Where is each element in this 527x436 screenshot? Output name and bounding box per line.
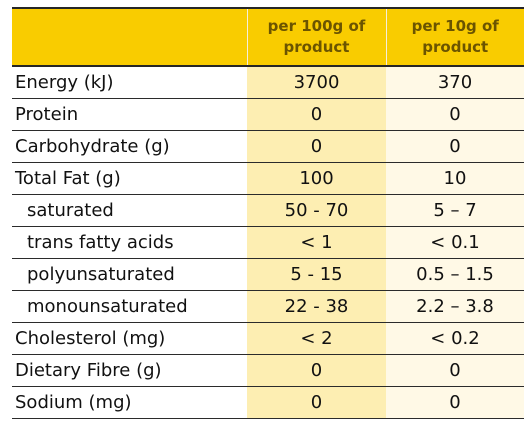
table-row: Energy (kJ) 3700 370 [12,66,524,99]
value-per-100g: 0 [247,98,386,131]
nutrient-label: polyunsaturated [12,258,247,291]
value-per-10g: 5 – 7 [386,194,524,227]
value-per-10g: < 0.2 [386,322,524,355]
table-row: Total Fat (g) 100 10 [12,162,524,195]
value-per-100g: < 2 [247,322,386,355]
header-nutrient-column [12,7,248,67]
value-per-10g: 0.5 – 1.5 [386,258,524,291]
value-per-100g: 0 [247,386,386,419]
table-row: Dietary Fibre (g) 0 0 [12,354,524,387]
table-row: polyunsaturated 5 - 15 0.5 – 1.5 [12,258,524,291]
header-per-10g: per 10g of product [386,7,524,67]
nutrient-label: Protein [12,98,247,131]
nutrient-label: Cholesterol (mg) [12,322,247,355]
nutrient-label: monounsaturated [12,290,247,323]
table-row: Cholesterol (mg) < 2 < 0.2 [12,322,524,355]
table-row: monounsaturated 22 - 38 2.2 – 3.8 [12,290,524,323]
nutrient-label: Carbohydrate (g) [12,130,247,163]
value-per-10g: < 0.1 [386,226,524,259]
value-per-10g: 0 [386,98,524,131]
value-per-10g: 10 [386,162,524,195]
value-per-10g: 0 [386,130,524,163]
value-per-100g: 3700 [247,66,386,99]
value-per-100g: < 1 [247,226,386,259]
value-per-10g: 2.2 – 3.8 [386,290,524,323]
value-per-10g: 0 [386,354,524,387]
value-per-100g: 100 [247,162,386,195]
header-row: per 100g of product per 10g of product [12,7,524,67]
value-per-100g: 50 - 70 [247,194,386,227]
value-per-100g: 0 [247,130,386,163]
table-header: per 100g of product per 10g of product [12,7,524,67]
value-per-10g: 370 [386,66,524,99]
table-row: Carbohydrate (g) 0 0 [12,130,524,163]
nutrition-table: per 100g of product per 10g of product E… [12,7,524,419]
nutrient-label: trans fatty acids [12,226,247,259]
table-row: trans fatty acids < 1 < 0.1 [12,226,524,259]
value-per-100g: 22 - 38 [247,290,386,323]
value-per-100g: 5 - 15 [247,258,386,291]
table-row: Sodium (mg) 0 0 [12,386,524,419]
value-per-100g: 0 [247,354,386,387]
nutrient-label: saturated [12,194,247,227]
nutrient-label: Dietary Fibre (g) [12,354,247,387]
nutrient-label: Total Fat (g) [12,162,247,195]
table-row: Protein 0 0 [12,98,524,131]
header-per-100g: per 100g of product [247,7,387,67]
table-row: saturated 50 - 70 5 – 7 [12,194,524,227]
nutrient-label: Sodium (mg) [12,386,247,419]
value-per-10g: 0 [386,386,524,419]
table-body: Energy (kJ) 3700 370 Protein 0 0 Carbohydrate … [12,66,524,419]
nutrient-label: Energy (kJ) [12,66,247,99]
